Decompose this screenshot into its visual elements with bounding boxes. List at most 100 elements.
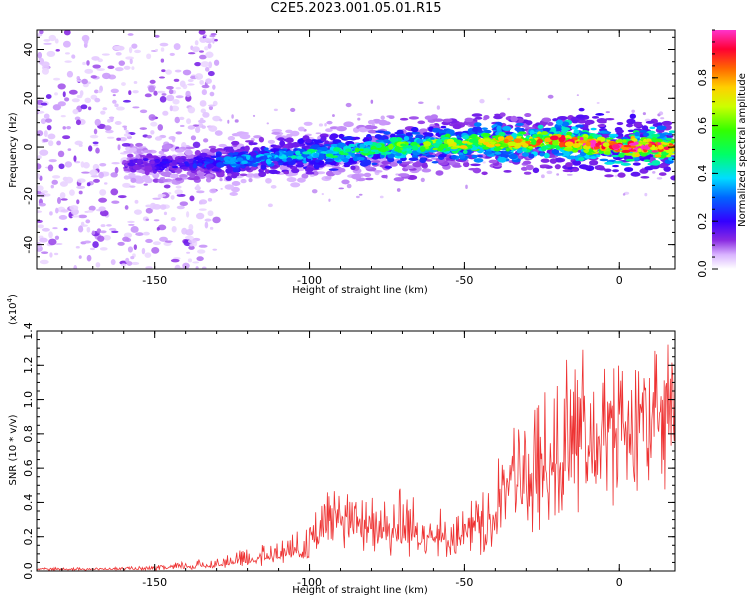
noise-blob: [220, 188, 223, 190]
bottom-x-tick-label: -150: [142, 576, 167, 589]
band-blob: [208, 174, 214, 178]
band-blob: [461, 140, 469, 144]
band-blob: [399, 117, 409, 121]
band-blob: [410, 131, 421, 135]
band-blob: [522, 160, 532, 165]
noise-blob: [97, 235, 105, 242]
band-blob: [189, 172, 196, 178]
noise-blob: [204, 221, 209, 229]
band-blob: [412, 161, 423, 168]
band-blob: [474, 116, 483, 120]
noise-blob: [88, 106, 92, 111]
noise-blob: [186, 211, 190, 218]
noise-blob: [208, 105, 214, 111]
band-blob: [633, 122, 643, 128]
noise-blob: [186, 118, 192, 125]
band-blob: [562, 169, 573, 173]
band-blob: [379, 147, 388, 153]
noise-blob: [131, 261, 140, 265]
noise-blob: [69, 189, 75, 196]
bottom-y-tick-label: 1.4: [22, 322, 35, 340]
band-blob: [541, 131, 548, 136]
noise-blob: [94, 118, 101, 126]
noise-blob: [187, 106, 196, 114]
band-blob: [400, 143, 407, 147]
noise-blob: [75, 119, 82, 126]
noise-blob: [102, 107, 108, 111]
noise-blob: [120, 263, 127, 267]
band-blob: [494, 113, 501, 117]
noise-blob: [152, 178, 160, 183]
noise-blob: [43, 38, 51, 42]
band-blob: [432, 118, 444, 122]
noise-blob: [163, 184, 171, 189]
band-blob: [209, 147, 217, 153]
band-blob: [503, 170, 512, 173]
noise-blob: [51, 175, 61, 179]
band-blob: [291, 142, 300, 148]
band-blob: [473, 122, 482, 127]
band-blob: [264, 169, 271, 174]
band-blob: [521, 147, 528, 152]
noise-blob: [187, 52, 196, 55]
noise-blob: [103, 182, 108, 185]
noise-blob: [165, 69, 172, 75]
band-blob: [555, 144, 561, 151]
band-blob: [623, 167, 634, 173]
band-blob: [175, 158, 184, 163]
band-blob: [633, 141, 639, 146]
noise-blob: [125, 56, 134, 60]
noise-blob: [78, 190, 83, 195]
noise-blob: [133, 80, 138, 84]
noise-blob: [175, 131, 183, 135]
noise-blob: [93, 144, 99, 147]
band-blob: [286, 150, 294, 157]
noise-blob: [122, 236, 130, 242]
noise-blob: [652, 171, 656, 174]
band-blob: [505, 147, 511, 152]
noise-blob: [54, 92, 58, 96]
noise-blob: [175, 185, 182, 189]
noise-blob: [92, 64, 101, 69]
band-blob: [290, 182, 301, 188]
noise-blob: [465, 184, 468, 190]
band-blob: [482, 146, 489, 150]
band-blob: [313, 139, 320, 144]
noise-blob: [76, 199, 80, 205]
band-blob: [658, 172, 667, 176]
noise-blob: [78, 214, 88, 219]
band-blob: [359, 161, 369, 167]
noise-blob: [64, 161, 73, 168]
noise-blob: [37, 210, 43, 214]
band-blob: [668, 156, 675, 161]
band-blob: [142, 158, 149, 162]
band-blob: [393, 177, 405, 182]
noise-blob: [55, 48, 60, 52]
band-blob: [476, 154, 484, 158]
band-blob: [452, 164, 462, 168]
band-blob: [473, 138, 479, 144]
noise-blob: [150, 121, 158, 127]
band-blob: [161, 161, 171, 164]
band-blob: [589, 156, 597, 160]
band-blob: [400, 161, 411, 165]
band-blob: [301, 173, 309, 179]
band-blob: [387, 153, 395, 159]
band-blob: [324, 176, 332, 180]
noise-blob: [161, 69, 166, 73]
band-blob: [564, 141, 574, 147]
band-blob: [549, 158, 558, 164]
noise-blob: [182, 262, 190, 269]
noise-blob: [252, 114, 256, 117]
band-blob: [604, 168, 612, 173]
band-blob: [579, 136, 584, 141]
band-blob: [265, 158, 272, 165]
band-blob: [626, 118, 636, 125]
noise-blob: [37, 51, 43, 59]
band-blob: [450, 154, 458, 160]
band-blob: [629, 113, 637, 119]
band-blob: [446, 138, 455, 145]
snr-series-line: [37, 344, 675, 571]
top-x-tick-label: -150: [142, 274, 167, 287]
noise-blob: [195, 212, 205, 220]
